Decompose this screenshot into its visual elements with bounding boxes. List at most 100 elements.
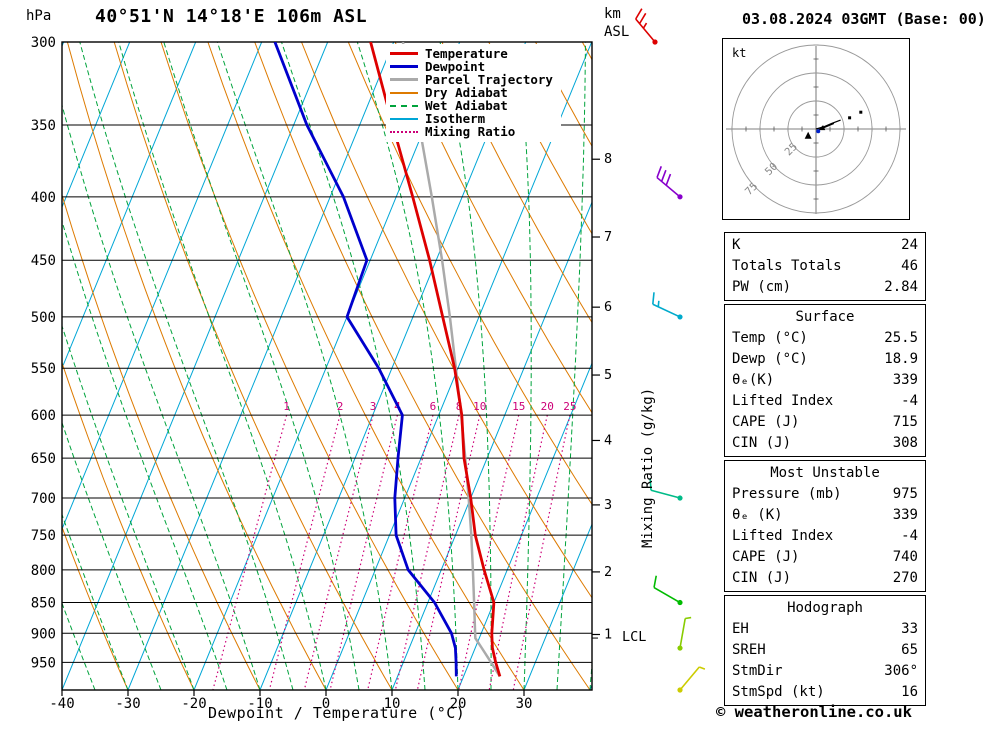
pressure-tick-label: 850 bbox=[31, 596, 56, 612]
barb-full bbox=[635, 8, 643, 20]
wind-barb-700hpa bbox=[649, 478, 683, 501]
legend-swatch-isotherm bbox=[390, 117, 418, 120]
isotherm bbox=[523, 522, 592, 690]
legend-label: Temperature bbox=[425, 46, 508, 61]
stat-row-lifted-index: Lifted Index -4 bbox=[732, 391, 918, 412]
isotherm bbox=[259, 42, 527, 690]
mixing-ratio-line bbox=[416, 414, 481, 690]
km-tick-label: 5 bbox=[604, 367, 612, 383]
wet-adiabat bbox=[62, 421, 162, 690]
stat-label: Dewp (°C) bbox=[732, 351, 808, 367]
stat-row-temp-c: Temp (°C) 25.5 bbox=[732, 328, 918, 349]
temp-tick-label: 30 bbox=[516, 696, 533, 712]
plot-border bbox=[61, 41, 593, 691]
legend-swatch-temperature bbox=[390, 52, 418, 55]
stat-label: CAPE (J) bbox=[732, 414, 800, 430]
lcl-label: LCL bbox=[622, 629, 646, 645]
stat-value: 24 bbox=[901, 237, 918, 253]
stats-header-surface: Surface bbox=[795, 309, 855, 325]
mixing-ratio-value-label: 20 bbox=[541, 400, 554, 413]
wind-barb-300hpa bbox=[635, 8, 658, 45]
barb-staff bbox=[679, 618, 686, 649]
stat-value: 16 bbox=[901, 684, 918, 700]
temp-tick-label: 20 bbox=[450, 696, 467, 712]
stat-label: CAPE (J) bbox=[732, 549, 800, 565]
stat-row-cin-j: CIN (J) 308 bbox=[732, 433, 918, 454]
mixing-ratio-line bbox=[458, 414, 520, 690]
pressure-tick-label: 950 bbox=[31, 655, 56, 671]
stat-row-k: K 24 bbox=[732, 235, 918, 256]
pressure-tick-label: 450 bbox=[31, 253, 56, 269]
stat-value: 270 bbox=[892, 570, 918, 586]
temp-tick-label: 10 bbox=[384, 696, 401, 712]
barb-staff bbox=[656, 176, 681, 198]
barb-half bbox=[642, 22, 648, 29]
stat-label: Lifted Index bbox=[732, 528, 834, 544]
mixing-ratio-line bbox=[367, 414, 434, 690]
temp-tick-label: 0 bbox=[322, 696, 330, 712]
isotherm bbox=[325, 42, 592, 690]
barb-full bbox=[653, 575, 658, 588]
stat-label: CIN (J) bbox=[732, 570, 792, 586]
wet-adiabat bbox=[62, 103, 261, 690]
stats-box-surface: Surface Temp (°C) 25.5 Dewp (°C) 18.9 θₑ(K) 33… bbox=[724, 304, 926, 457]
stat-label: PW (cm) bbox=[732, 279, 792, 295]
barb-station-dot bbox=[677, 687, 683, 693]
stat-value: 18.9 bbox=[884, 351, 918, 367]
copyright: © weatheronline.co.uk bbox=[716, 703, 912, 721]
temp-tick-label: -30 bbox=[115, 696, 140, 712]
stat-label: Temp (°C) bbox=[732, 330, 808, 346]
pressure-tick-label: 300 bbox=[31, 35, 56, 51]
barb-full bbox=[649, 478, 652, 491]
legend-item-temperature: Temperature bbox=[390, 46, 553, 61]
hodograph-arrow-head bbox=[818, 125, 826, 131]
barb-full bbox=[638, 12, 647, 25]
dry-adiabat bbox=[488, 42, 592, 235]
asl-axis-unit: ASL bbox=[604, 24, 630, 40]
station-title: 40°51'N 14°18'E 106m ASL bbox=[95, 6, 368, 27]
stat-row-cin-j: CIN (J) 270 bbox=[732, 568, 918, 589]
pressure-tick-label: 700 bbox=[31, 491, 56, 507]
legend-label: Isotherm bbox=[425, 111, 486, 126]
isotherm bbox=[62, 42, 197, 370]
pressure-tick-label: 650 bbox=[31, 451, 56, 467]
dry-adiabat bbox=[62, 193, 261, 690]
barb-full bbox=[660, 169, 667, 182]
temp-tick-label: -10 bbox=[247, 696, 272, 712]
legend-swatch-dry-adiabat bbox=[390, 91, 418, 94]
isotherm bbox=[62, 42, 263, 531]
mixing-ratio-value-label: 3 bbox=[370, 400, 377, 413]
stats-box-indices: K 24 Totals Totals 46 PW (cm) 2.84 bbox=[724, 232, 926, 301]
pressure-tick-labels: 300 350 400 450 500 550 600 650 700 750 800 850 900 9… bbox=[31, 35, 56, 671]
barb-station-dot bbox=[677, 599, 683, 606]
isotherm-lines bbox=[62, 42, 592, 690]
isotherm bbox=[127, 42, 395, 690]
barb-half bbox=[699, 666, 706, 670]
wind-barb-500hpa bbox=[652, 292, 683, 320]
stat-value: 975 bbox=[892, 486, 918, 502]
stat-row-totals-totals: Totals Totals 46 bbox=[732, 256, 918, 277]
mixing-ratio-line bbox=[394, 414, 460, 690]
stat-value: 740 bbox=[892, 549, 918, 565]
legend-item-mixing-ratio: Mixing Ratio bbox=[390, 124, 553, 139]
stat-row-cape-j: CAPE (J) 740 bbox=[732, 547, 918, 568]
stat-row-k: θₑ (K) 339 bbox=[732, 505, 918, 526]
barb-full bbox=[656, 166, 663, 178]
legend-item-parcel-trajectory: Parcel Trajectory bbox=[390, 72, 553, 87]
km-tick-label: 4 bbox=[604, 432, 612, 448]
barb-staff bbox=[653, 586, 681, 604]
stat-row-k: θₑ(K) 339 bbox=[732, 370, 918, 391]
stat-value: -4 bbox=[901, 393, 918, 409]
pressure-tick-label: 800 bbox=[31, 563, 56, 579]
wind-barb-850hpa bbox=[653, 575, 683, 606]
stat-label: Lifted Index bbox=[732, 393, 834, 409]
run-datetime: 03.08.2024 03GMT (Base: 00) bbox=[742, 10, 986, 28]
mixing-ratio-line bbox=[303, 414, 374, 690]
barb-staff bbox=[635, 18, 656, 43]
isotherm bbox=[457, 361, 592, 690]
legend-item-dry-adiabat: Dry Adiabat bbox=[390, 85, 553, 100]
dry-adiabat bbox=[62, 525, 129, 690]
mixing-ratio-value-label: 15 bbox=[512, 400, 525, 413]
profiles bbox=[273, 42, 502, 678]
